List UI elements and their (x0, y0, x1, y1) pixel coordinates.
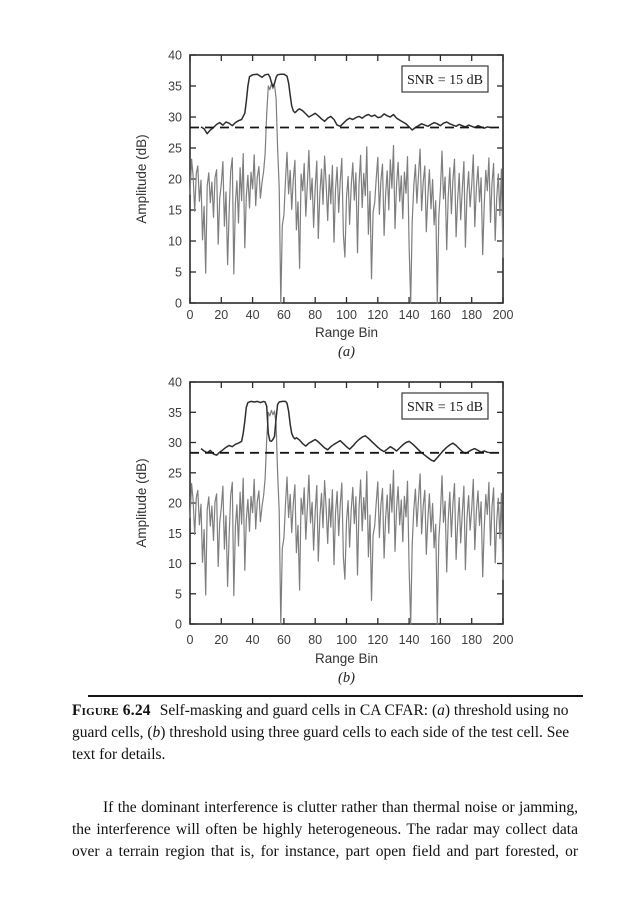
x-axis-label: Range Bin (315, 325, 378, 340)
ca-cfar-threshold-three-guard-cells (200, 400, 491, 463)
caption-text-segment: ) threshold using no guard cells, ( (72, 702, 569, 741)
y-tick-label: 5 (175, 587, 182, 601)
x-tick-label: 60 (277, 308, 291, 322)
x-tick-label: 120 (367, 308, 388, 322)
y-tick-label: 10 (168, 235, 182, 249)
x-tick-label: 140 (399, 633, 420, 647)
snr-annotation-text: SNR = 15 dB (407, 400, 483, 415)
interference-plus-target-signal (189, 83, 504, 304)
panel-sublabel: (a) (338, 344, 355, 360)
x-tick-label: 180 (461, 633, 482, 647)
x-tick-label: 200 (493, 308, 514, 322)
x-tick-label: 160 (430, 633, 451, 647)
x-tick-label: 80 (308, 633, 322, 647)
y-tick-label: 40 (168, 376, 182, 390)
figure-caption: Figure 6.24 Self-masking and guard cells … (72, 700, 584, 766)
snr-annotation-text: SNR = 15 dB (407, 73, 483, 88)
caption-text-segment: Self-masking and guard cells in CA CFAR:… (159, 702, 438, 719)
y-tick-label: 20 (168, 173, 182, 187)
figure-caption-label: Figure 6.24 (72, 702, 151, 719)
caption-italic-a: a (437, 702, 445, 719)
x-tick-label: 20 (214, 633, 228, 647)
snr-annotation-box (401, 65, 489, 93)
y-tick-label: 35 (168, 406, 182, 420)
y-tick-label: 0 (175, 618, 182, 632)
x-tick-label: 80 (308, 308, 322, 322)
y-axis-label: Amplitude (dB) (134, 458, 149, 547)
y-tick-label: 5 (175, 266, 182, 280)
x-axis-label: Range Bin (315, 651, 378, 666)
x-tick-label: 100 (336, 308, 357, 322)
cfar-plot-panel-a: 0 20 40 60 80 100 120 140 160 180 200 0 5 10 15 20 25 30 3… (134, 49, 514, 361)
y-tick-label: 15 (168, 527, 182, 541)
y-tick-label: 0 (175, 297, 182, 311)
y-axis-label: Amplitude (dB) (134, 134, 149, 223)
x-tick-label: 200 (493, 633, 514, 647)
caption-text-segment: ) threshold using three guard cells to e… (72, 724, 570, 763)
y-tick-label: 15 (168, 204, 182, 218)
x-tick-label: 40 (246, 633, 260, 647)
cfar-plot-panel-b: 0 20 40 60 80 100 120 140 160 180 200 0 5 10 15 20 25 30 3… (134, 376, 514, 687)
x-tick-label: 140 (399, 308, 420, 322)
x-tick-label: 0 (187, 633, 194, 647)
x-tick-label: 180 (461, 308, 482, 322)
y-tick-label: 25 (168, 142, 182, 156)
caption-divider-rule (88, 695, 583, 697)
x-tick-label: 20 (214, 308, 228, 322)
ca-cfar-threshold-no-guard-cells (200, 73, 491, 135)
caption-italic-b: b (152, 724, 161, 741)
y-tick-label: 30 (168, 436, 182, 450)
y-tick-label: 20 (168, 497, 182, 511)
x-tick-label: 120 (367, 633, 388, 647)
y-tick-label: 30 (168, 111, 182, 125)
interference-plus-target-signal (189, 409, 504, 625)
x-tick-label: 0 (187, 308, 194, 322)
x-tick-label: 60 (277, 633, 291, 647)
y-tick-label: 10 (168, 557, 182, 571)
y-tick-label: 35 (168, 80, 182, 94)
x-tick-label: 160 (430, 308, 451, 322)
x-tick-label: 40 (246, 308, 260, 322)
snr-annotation-box (401, 392, 489, 420)
y-tick-label: 25 (168, 466, 182, 480)
body-paragraph: If the dominant interference is clutter … (72, 798, 578, 860)
y-tick-label: 40 (168, 49, 182, 63)
panel-sublabel: (b) (338, 670, 355, 686)
x-tick-label: 100 (336, 633, 357, 647)
